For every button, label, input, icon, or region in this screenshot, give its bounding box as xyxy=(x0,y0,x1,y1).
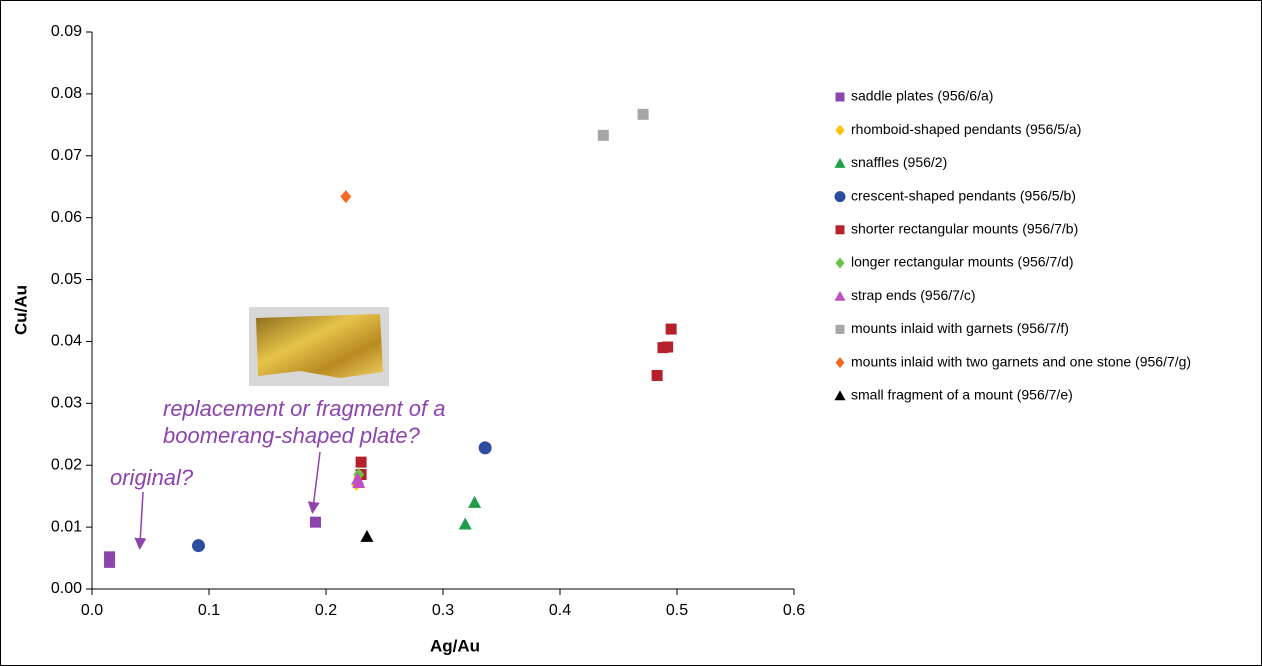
y-axis-label: Cu/Au xyxy=(11,285,30,335)
x-tick-label: 0.0 xyxy=(81,602,103,619)
x-tick-label: 0.4 xyxy=(549,602,571,619)
legend-label: snaffles (956/2) xyxy=(851,154,947,170)
legend-label: small fragment of a mount (956/7/e) xyxy=(851,387,1073,403)
legend-label: saddle plates (956/6/a) xyxy=(851,88,993,104)
annotation: boomerang-shaped plate? xyxy=(163,423,421,448)
x-tick-label: 0.2 xyxy=(315,602,337,619)
legend-marker xyxy=(836,258,845,269)
x-tick-label: 0.1 xyxy=(198,602,220,619)
legend-marker xyxy=(836,225,845,234)
arrow xyxy=(140,492,143,544)
legend-marker xyxy=(835,191,846,202)
point xyxy=(598,130,609,141)
legend-marker xyxy=(836,93,845,102)
annotation: replacement or fragment of a xyxy=(163,396,445,421)
legend-label: crescent-shaped pendants (956/5/b) xyxy=(851,187,1076,203)
frame xyxy=(1,1,1262,666)
legend-marker xyxy=(835,291,846,301)
y-tick-label: 0.07 xyxy=(51,147,82,164)
point xyxy=(340,190,351,203)
point xyxy=(459,518,472,530)
y-tick-label: 0.08 xyxy=(51,85,82,102)
point xyxy=(652,370,663,381)
legend-marker xyxy=(836,357,845,368)
point xyxy=(662,342,673,353)
point xyxy=(638,109,649,120)
y-tick-label: 0.04 xyxy=(51,333,82,350)
arrow xyxy=(313,452,320,508)
photo-plate xyxy=(256,314,383,378)
annotation: original? xyxy=(110,465,194,490)
y-tick-label: 0.02 xyxy=(51,456,82,473)
legend-label: shorter rectangular mounts (956/7/b) xyxy=(851,221,1078,237)
point xyxy=(104,551,115,562)
legend-label: longer rectangular mounts (956/7/d) xyxy=(851,254,1074,270)
y-tick-label: 0.03 xyxy=(51,395,82,412)
point xyxy=(356,457,367,468)
chart: Ag/Au Cu/Au original? replacement or fra… xyxy=(0,0,1262,666)
x-tick-label: 0.3 xyxy=(432,602,454,619)
y-tick-label: 0.00 xyxy=(51,580,82,597)
point xyxy=(192,539,205,552)
y-tick-label: 0.01 xyxy=(51,518,82,535)
point xyxy=(310,517,321,528)
x-axis-label: Ag/Au xyxy=(430,636,480,655)
legend-label: mounts inlaid with two garnets and one s… xyxy=(851,353,1191,369)
legend-marker xyxy=(835,158,846,168)
legend-label: rhomboid-shaped pendants (956/5/a) xyxy=(851,121,1081,137)
y-tick-label: 0.05 xyxy=(51,271,82,288)
legend-label: mounts inlaid with garnets (956/7/f) xyxy=(851,320,1069,336)
legend-marker xyxy=(836,325,845,334)
y-tick-label: 0.09 xyxy=(51,23,82,40)
point xyxy=(360,530,373,542)
point xyxy=(468,496,481,508)
y-tick-label: 0.06 xyxy=(51,209,82,226)
point xyxy=(666,324,677,335)
legend-marker xyxy=(836,125,845,136)
x-tick-label: 0.5 xyxy=(666,602,688,619)
x-tick-label: 0.6 xyxy=(783,602,805,619)
legend-marker xyxy=(835,390,846,400)
point xyxy=(479,441,492,454)
legend-label: strap ends (956/7/c) xyxy=(851,287,976,303)
